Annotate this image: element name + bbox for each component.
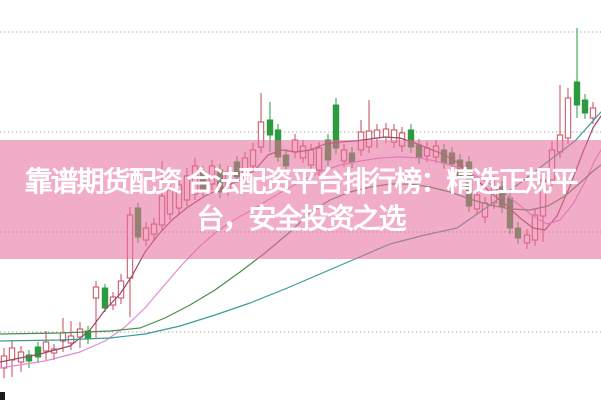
- candle: [34, 342, 42, 363]
- candle: [0, 348, 8, 378]
- candle: [564, 88, 572, 144]
- title-overlay-banner: 靠谱期货配资 合法配资平台排行榜：精选正规平 台，安全投资之选: [0, 140, 601, 259]
- candle: [101, 284, 109, 312]
- corner-mark: [0, 392, 5, 400]
- candle: [25, 350, 33, 368]
- candle: [92, 281, 100, 338]
- candle: [8, 340, 16, 377]
- candle: [17, 346, 25, 372]
- candle: [42, 331, 50, 361]
- headline-line-2: 台，安全投资之选: [196, 202, 406, 234]
- candle: [573, 28, 581, 118]
- headline-line-1: 靠谱期货配资 合法配资平台排行榜：精选正规平: [24, 165, 579, 197]
- candle: [76, 322, 84, 348]
- candle: [84, 326, 92, 344]
- candle: [581, 94, 589, 119]
